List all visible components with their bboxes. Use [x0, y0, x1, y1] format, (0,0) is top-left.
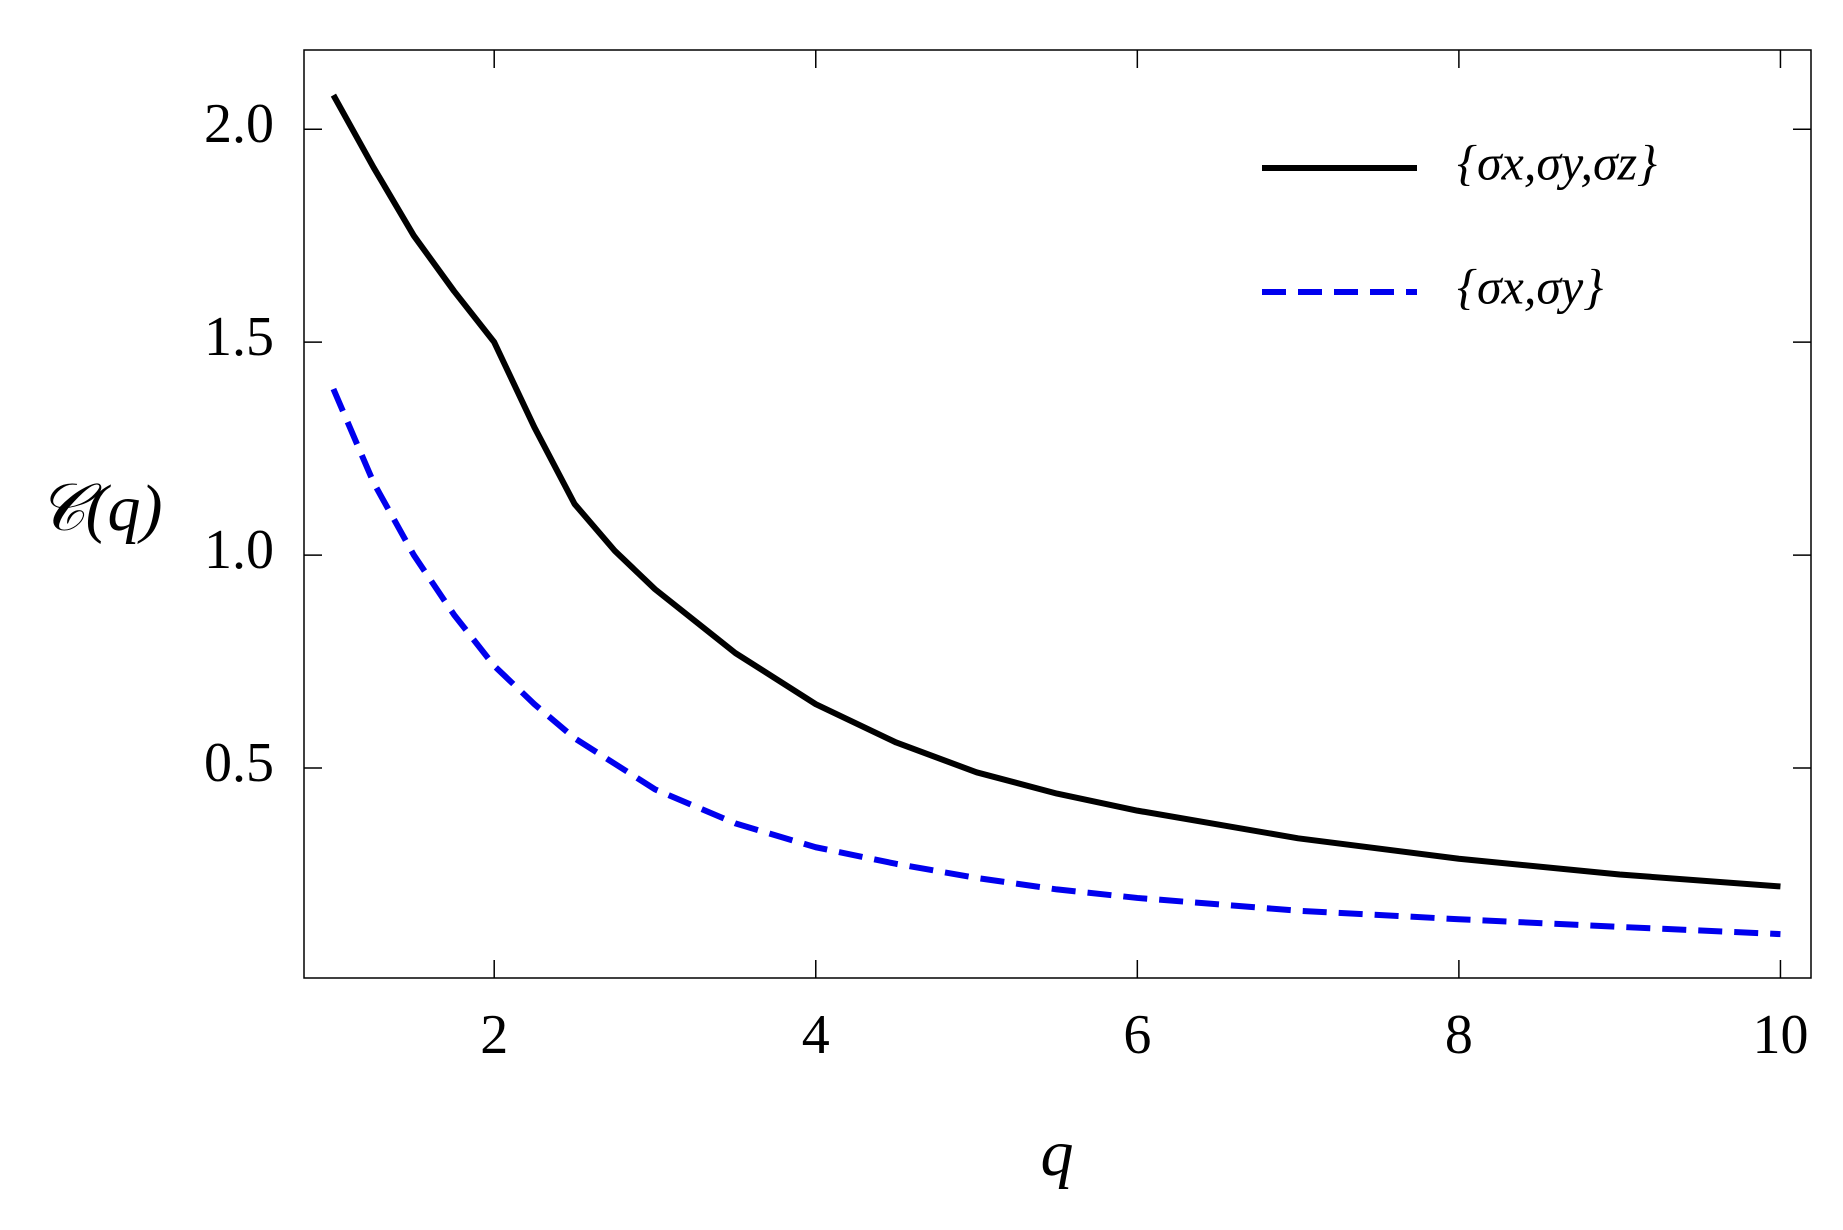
- y-tick-label: 1.0: [204, 519, 274, 581]
- y-tick-label: 1.5: [204, 306, 274, 368]
- data-line: [330, 93, 1781, 890]
- x-tick-label: 10: [1752, 1004, 1808, 1066]
- x-tick-label: 8: [1445, 1004, 1473, 1066]
- x-axis-label: q: [1041, 1117, 1074, 1190]
- legend-label: {σx,σy,σz}: [1457, 134, 1657, 190]
- y-tick-label: 2.0: [204, 93, 274, 155]
- x-tick-label: 6: [1123, 1004, 1151, 1066]
- x-tick-label: 4: [802, 1004, 830, 1066]
- y-axis-label: 𝒞(q): [37, 472, 162, 545]
- y-tick-label: 0.5: [204, 732, 274, 794]
- plot-frame: [303, 49, 1812, 979]
- legend-label: {σx,σy}: [1457, 258, 1603, 314]
- x-tick-label: 2: [480, 1004, 508, 1066]
- data-line: [330, 387, 1781, 938]
